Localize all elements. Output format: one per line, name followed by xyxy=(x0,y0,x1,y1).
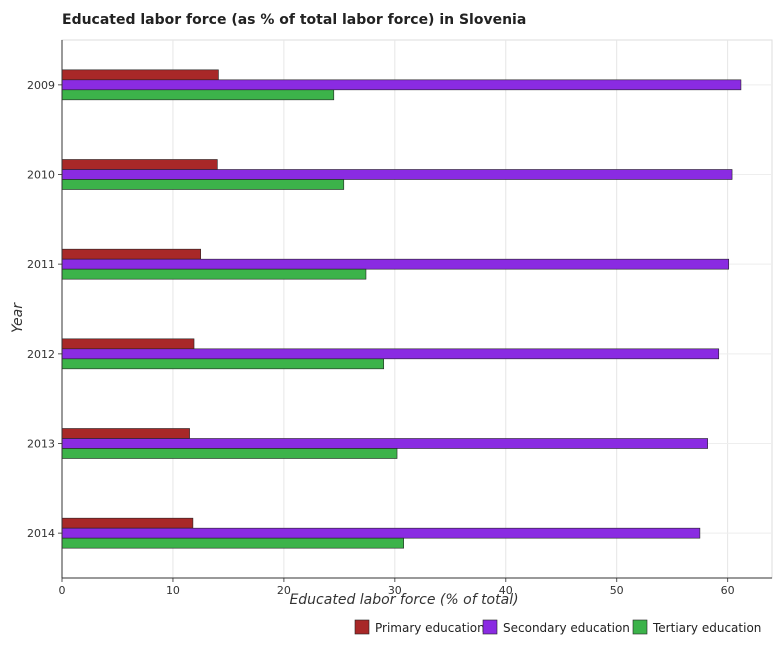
legend: Primary education Secondary education Tert… xyxy=(354,619,761,635)
bar-tertiary-education-2012 xyxy=(61,358,385,370)
plot-frame xyxy=(61,39,773,579)
bar-secondary-education-2012 xyxy=(61,348,720,360)
y-tick-label: 2014 xyxy=(27,527,55,540)
x-tick-label: 30 xyxy=(388,584,402,597)
bar-primary-education-2014 xyxy=(61,517,194,529)
bar-secondary-education-2013 xyxy=(61,438,708,449)
axes: 0 10 20 30 40 50 60 2009 2010 2011 2012 2013 2014 xyxy=(27,40,772,597)
bar-tertiary-education-2014 xyxy=(61,537,404,549)
legend-label: Secondary education xyxy=(503,621,630,635)
grid xyxy=(61,39,773,579)
bar-secondary-education-2010 xyxy=(61,169,733,180)
y-tick-label: 2011 xyxy=(27,258,55,271)
bar-tertiary-education-2009 xyxy=(61,89,335,101)
y-tick-label: 2010 xyxy=(27,169,55,182)
legend-swatch xyxy=(632,619,648,635)
legend-item: Primary education xyxy=(354,619,485,635)
bar-primary-education-2012 xyxy=(61,338,195,350)
x-tick-label: 50 xyxy=(610,584,624,597)
bars xyxy=(61,69,742,549)
legend-item: Secondary education xyxy=(482,619,630,635)
x-tick-label: 10 xyxy=(166,584,180,597)
x-tick-label: 40 xyxy=(499,584,513,597)
bar-secondary-education-2009 xyxy=(61,79,742,91)
legend-swatch xyxy=(354,619,370,635)
x-tick-label: 20 xyxy=(277,584,291,597)
bar-tertiary-education-2013 xyxy=(61,448,398,459)
y-tick-label: 2012 xyxy=(27,348,55,361)
y-axis-label: Year xyxy=(10,302,26,333)
legend-swatch xyxy=(482,619,498,635)
bar-primary-education-2013 xyxy=(61,428,190,439)
bar-secondary-education-2014 xyxy=(61,527,701,539)
legend-label: Tertiary education xyxy=(652,621,761,635)
x-axis-label: Educated labor force (% of total) xyxy=(289,592,518,608)
x-tick-label: 60 xyxy=(721,584,735,597)
bar-primary-education-2010 xyxy=(61,159,218,170)
x-tick-label: 0 xyxy=(59,584,66,597)
legend-label: Primary education xyxy=(375,621,485,635)
bar-primary-education-2011 xyxy=(61,248,201,260)
y-tick-label: 2013 xyxy=(27,438,55,451)
bar-secondary-education-2011 xyxy=(61,258,730,270)
legend-item: Tertiary education xyxy=(632,619,761,635)
bar-tertiary-education-2011 xyxy=(61,268,367,280)
chart-title: Educated labor force (as % of total labo… xyxy=(62,12,526,28)
bar-primary-education-2009 xyxy=(61,69,219,81)
bar-tertiary-education-2010 xyxy=(61,179,345,190)
y-tick-label: 2009 xyxy=(27,79,55,92)
